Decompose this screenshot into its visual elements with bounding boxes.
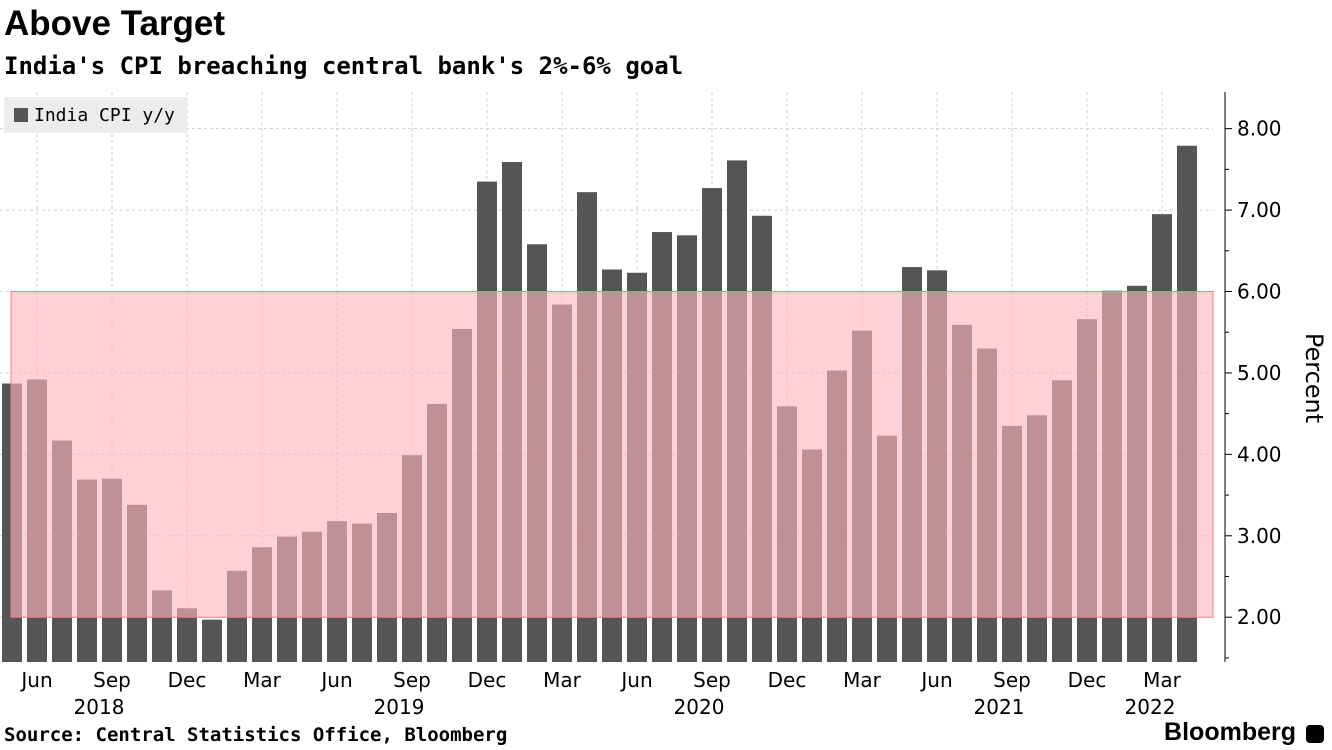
x-tick-label: Dec — [168, 668, 207, 692]
x-tick-label: Jun — [19, 668, 52, 692]
legend-swatch — [14, 108, 28, 122]
x-year-label: 2019 — [374, 695, 425, 719]
x-tick-label: Dec — [768, 668, 807, 692]
y-tick-label: 5.00 — [1237, 361, 1282, 385]
x-tick-label: Dec — [468, 668, 507, 692]
y-axis-label: Percent — [1300, 333, 1328, 423]
y-tick-label: 7.00 — [1237, 198, 1282, 222]
chart-subtitle: India's CPI breaching central bank's 2%-… — [4, 52, 684, 80]
x-tick-label: Mar — [243, 668, 282, 692]
x-year-label: 2021 — [974, 695, 1025, 719]
source-note: Source: Central Statistics Office, Bloom… — [4, 724, 508, 746]
chart-title: Above Target — [4, 4, 226, 43]
bloomberg-terminal-icon — [1306, 725, 1324, 743]
x-year-label: 2018 — [74, 695, 125, 719]
x-tick-label: Sep — [693, 668, 731, 692]
y-tick-label: 8.00 — [1237, 117, 1282, 141]
bar-jan-2019 — [202, 619, 222, 662]
y-axis: 2.00 3.00 4.00 5.00 6.00 7.00 8.00 — [1224, 92, 1282, 662]
x-year-label: 2020 — [674, 695, 725, 719]
x-tick-label: Sep — [93, 668, 131, 692]
y-tick-label: 3.00 — [1237, 524, 1282, 548]
bar-dec-2018 — [177, 608, 197, 662]
x-tick-label: Dec — [1068, 668, 1107, 692]
x-tick-label: Jun — [619, 668, 652, 692]
x-tick-label: Mar — [1143, 668, 1182, 692]
target-band — [10, 291, 1214, 618]
x-tick-label: Mar — [843, 668, 882, 692]
legend-label: India CPI y/y — [34, 104, 175, 126]
legend: India CPI y/y — [4, 97, 187, 133]
brand-logo-text: Bloomberg — [1164, 718, 1296, 746]
x-axis: Jun 2018 Sep Dec Mar Jun 2019 Sep Dec Mar Jun 2020 S… — [19, 668, 1181, 719]
x-year-label: 2022 — [1125, 695, 1176, 719]
y-tick-label: 2.00 — [1237, 605, 1282, 629]
x-tick-label: Sep — [393, 668, 431, 692]
x-tick-label: Jun — [319, 668, 352, 692]
x-tick-label: Mar — [543, 668, 582, 692]
x-tick-label: Jun — [919, 668, 952, 692]
y-tick-label: 6.00 — [1237, 280, 1282, 304]
y-tick-label: 4.00 — [1237, 442, 1282, 466]
x-tick-label: Sep — [993, 668, 1031, 692]
